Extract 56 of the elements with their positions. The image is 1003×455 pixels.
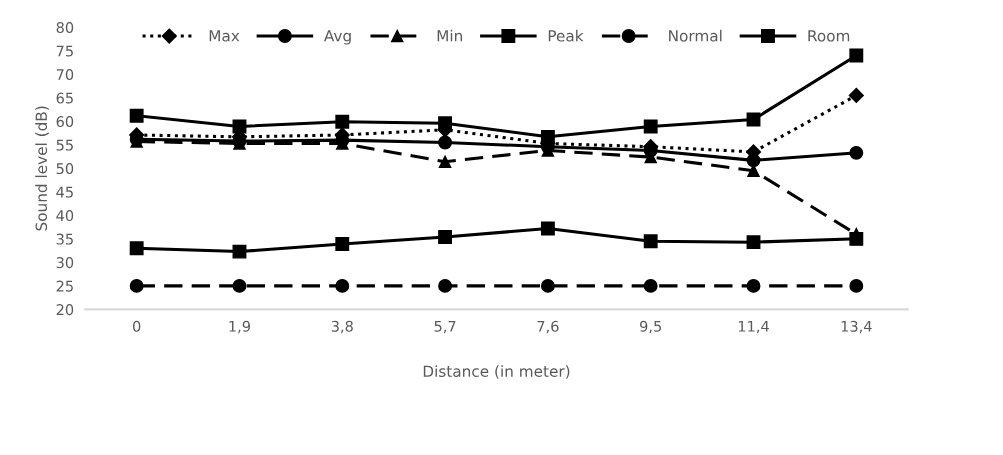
point: [540, 221, 555, 236]
point: [438, 230, 453, 244]
point: [849, 48, 864, 63]
point: [848, 87, 864, 104]
point: [540, 129, 555, 144]
point: [643, 119, 658, 134]
x-axis-title: Distance (in meter): [423, 365, 570, 379]
y-tick-label: 75: [56, 45, 73, 57]
legend-label: Room: [808, 30, 850, 42]
y-tick-label: 40: [56, 210, 74, 222]
point: [335, 278, 350, 293]
point: [849, 278, 864, 293]
y-tick-label: 35: [56, 233, 73, 245]
legend-label: Peak: [548, 29, 584, 42]
point: [335, 237, 350, 251]
x-tick-label: 0: [132, 320, 141, 332]
y-tick-label: 60: [56, 116, 74, 128]
point: [232, 278, 247, 293]
legend-label: Min: [437, 29, 462, 42]
y-tick-label: 25: [56, 280, 73, 292]
point: [849, 231, 864, 246]
point: [438, 278, 453, 293]
legend-label: Avg: [323, 30, 351, 45]
point: [746, 153, 761, 168]
point: [232, 244, 247, 259]
y-tick-label: 65: [56, 92, 73, 104]
y-tick-label: 45: [56, 186, 73, 198]
point: [746, 235, 761, 250]
legend-label: Normal: [669, 29, 722, 42]
point: [438, 155, 452, 169]
point: [129, 108, 144, 123]
x-tick-label: 11,4: [738, 320, 769, 334]
y-tick-label: 30: [56, 257, 74, 269]
point: [335, 114, 350, 129]
point: [540, 278, 555, 293]
x-tick-label: 13,4: [841, 320, 872, 334]
x-tick-label: 1,9: [229, 320, 251, 334]
point: [643, 278, 658, 293]
x-tick-label: 3,8: [331, 320, 353, 334]
point: [849, 145, 864, 160]
y-tick-label: 80: [56, 22, 74, 34]
point: [746, 278, 761, 293]
x-tick-label: 5,7: [434, 320, 456, 334]
point: [438, 135, 453, 150]
y-tick-label: 55: [56, 139, 73, 151]
legend-label: Max: [209, 30, 240, 42]
y-tick-label: 20: [56, 304, 74, 316]
y-tick-label: 70: [56, 69, 74, 81]
y-axis-title: Sound level (dB): [35, 106, 49, 231]
point: [643, 234, 658, 249]
point: [129, 278, 144, 293]
y-tick-label: 50: [56, 163, 74, 175]
x-tick-label: 9,5: [640, 320, 662, 334]
x-tick-label: 7,6: [537, 320, 559, 334]
point: [129, 241, 144, 256]
point: [438, 116, 453, 131]
